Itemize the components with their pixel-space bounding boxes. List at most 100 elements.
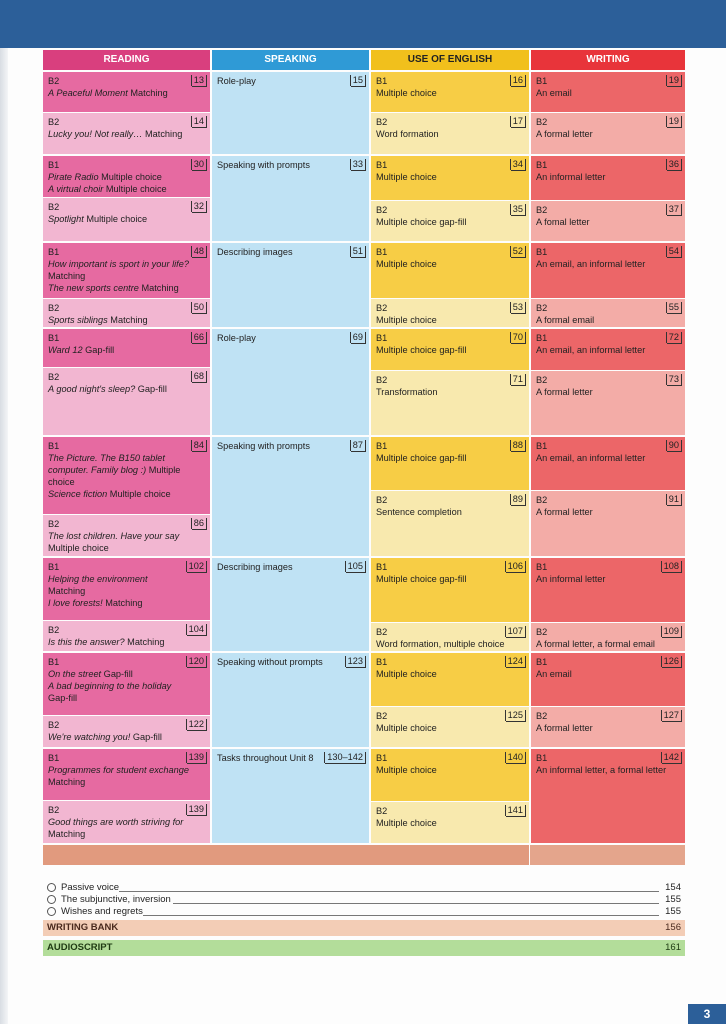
reading-cell[interactable]: B2 A good night's sleep? Gap-fill 68	[43, 368, 210, 435]
page-number-box[interactable]: 35	[509, 204, 526, 216]
reading-cell[interactable]: B2 Good things are worth striving for Matc…	[43, 801, 210, 843]
reading-cell[interactable]: B1 Programmes for student exchange Matchin…	[43, 749, 210, 800]
page-number-box[interactable]: 19	[665, 116, 682, 128]
writing-cell[interactable]: B1 An informal letter 36	[531, 156, 685, 200]
page-number-box[interactable]: 19	[665, 75, 682, 87]
speaking-cell[interactable]: Role-play 69	[212, 329, 369, 435]
use-of-english-cell[interactable]: B1 Multiple choice 124	[371, 653, 529, 706]
page-number-box[interactable]: 71	[509, 374, 526, 386]
page-number-box[interactable]: 48	[190, 246, 207, 258]
page-number-box[interactable]: 73	[665, 374, 682, 386]
grammar-item[interactable]: The subjunctive, inversion 155	[45, 894, 685, 906]
page-number-box[interactable]: 91	[665, 494, 682, 506]
use-of-english-cell[interactable]: B1 Multiple choice gap-fill 106	[371, 558, 529, 622]
page-number-box[interactable]: 130–142	[324, 752, 366, 764]
writing-cell[interactable]: B1 An email 19	[531, 72, 685, 112]
page-number-box[interactable]: 70	[509, 332, 526, 344]
use-of-english-cell[interactable]: B1 Multiple choice 140	[371, 749, 529, 801]
page-number-box[interactable]: 139	[185, 752, 207, 764]
page-number-box[interactable]: 72	[665, 332, 682, 344]
page-number-box[interactable]: 17	[509, 116, 526, 128]
page-number-box[interactable]: 13	[190, 75, 207, 87]
writing-cell[interactable]: B1 An email, an informal letter 90	[531, 437, 685, 490]
page-number-box[interactable]: 53	[509, 302, 526, 314]
page-number-box[interactable]: 51	[349, 246, 366, 258]
reading-cell[interactable]: B2 A Peaceful Moment Matching 13	[43, 72, 210, 112]
page-number-box[interactable]: 55	[665, 302, 682, 314]
reading-cell[interactable]: B1 How important is sport in your life? Ma…	[43, 243, 210, 298]
page-number-box[interactable]: 106	[504, 561, 526, 573]
speaking-cell[interactable]: Speaking with prompts 87	[212, 437, 369, 556]
page-number-box[interactable]: 125	[504, 710, 526, 722]
use-of-english-cell[interactable]: B2 Multiple choice 141	[371, 802, 529, 843]
page-number-box[interactable]: 37	[665, 204, 682, 216]
speaking-cell[interactable]: Speaking without prompts 123	[212, 653, 369, 747]
page-number-box[interactable]: 126	[660, 656, 682, 668]
reading-cell[interactable]: B2 Lucky you! Not really… Matching 14	[43, 113, 210, 154]
use-of-english-cell[interactable]: B1 Multiple choice gap-fill 70	[371, 329, 529, 370]
page-number-box[interactable]: 105	[344, 561, 366, 573]
page-number-box[interactable]: 68	[190, 371, 207, 383]
reading-cell[interactable]: B1 On the street Gap-fill A bad beginning …	[43, 653, 210, 715]
page-number-box[interactable]: 90	[665, 440, 682, 452]
speaking-cell[interactable]: Speaking with prompts 33	[212, 156, 369, 241]
writing-cell[interactable]: B1 An informal letter 108	[531, 558, 685, 622]
page-number-box[interactable]: 50	[190, 302, 207, 314]
writing-cell[interactable]: B2 A formal email 55	[531, 299, 685, 327]
writing-bank-row[interactable]: WRITING BANK 156	[43, 920, 685, 936]
writing-cell[interactable]: B2 A formal letter 127	[531, 707, 685, 747]
page-number-box[interactable]: 141	[504, 805, 526, 817]
use-of-english-cell[interactable]: B1 Multiple choice 52	[371, 243, 529, 298]
speaking-cell[interactable]: Describing images 51	[212, 243, 369, 327]
page-number-box[interactable]: 140	[504, 752, 526, 764]
reading-cell[interactable]: B1 Ward 12 Gap-fill 66	[43, 329, 210, 367]
reading-cell[interactable]: B1 Pirate Radio Multiple choice A virtual …	[43, 156, 210, 197]
page-number-box[interactable]: 123	[344, 656, 366, 668]
page-number-box[interactable]: 89	[509, 494, 526, 506]
use-of-english-cell[interactable]: B1 Multiple choice gap-fill 88	[371, 437, 529, 490]
page-number-box[interactable]: 32	[190, 201, 207, 213]
page-number-box[interactable]: 86	[190, 518, 207, 530]
page-number-box[interactable]: 15	[349, 75, 366, 87]
page-number-box[interactable]: 142	[660, 752, 682, 764]
use-of-english-cell[interactable]: B1 Multiple choice 34	[371, 156, 529, 200]
reading-cell[interactable]: B2 Sports siblings Matching 50	[43, 299, 210, 327]
reading-cell[interactable]: B1 Helping the environment Matching I love …	[43, 558, 210, 620]
page-number-box[interactable]: 108	[660, 561, 682, 573]
reading-cell[interactable]: B2 Is this the answer? Matching 104	[43, 621, 210, 651]
page-number-box[interactable]: 14	[190, 116, 207, 128]
page-number-box[interactable]: 104	[185, 624, 207, 636]
page-number-box[interactable]: 30	[190, 159, 207, 171]
writing-cell[interactable]: B2 A formal letter 91	[531, 491, 685, 556]
audioscript-row[interactable]: AUDIOSCRIPT 161	[43, 940, 685, 956]
speaking-cell[interactable]: Describing images 105	[212, 558, 369, 651]
reading-cell[interactable]: B2 We're watching you! Gap-fill 122	[43, 716, 210, 747]
reading-cell[interactable]: B2 The lost children. Have your say Multip…	[43, 515, 210, 556]
speaking-cell[interactable]: Role-play 15	[212, 72, 369, 154]
page-number-box[interactable]: 120	[185, 656, 207, 668]
grammar-item[interactable]: Wishes and regrets 155	[45, 906, 685, 918]
reading-cell[interactable]: B1 The Picture. The B150 tablet computer.…	[43, 437, 210, 514]
page-number-box[interactable]: 33	[349, 159, 366, 171]
page-number-box[interactable]: 54	[665, 246, 682, 258]
speaking-cell[interactable]: Tasks throughout Unit 8 130–142	[212, 749, 369, 843]
writing-cell[interactable]: B2 A fomal letter 37	[531, 201, 685, 241]
writing-cell[interactable]: B2 A formal letter 73	[531, 371, 685, 435]
use-of-english-cell[interactable]: B2 Word formation, multiple choice 107	[371, 623, 529, 651]
page-number-box[interactable]: 124	[504, 656, 526, 668]
use-of-english-cell[interactable]: B2 Word formation 17	[371, 113, 529, 154]
page-number-box[interactable]: 16	[509, 75, 526, 87]
use-of-english-cell[interactable]: B2 Transformation 71	[371, 371, 529, 435]
page-number-box[interactable]: 52	[509, 246, 526, 258]
page-number-box[interactable]: 87	[349, 440, 366, 452]
use-of-english-cell[interactable]: B1 Multiple choice 16	[371, 72, 529, 112]
use-of-english-cell[interactable]: B2 Multiple choice gap-fill 35	[371, 201, 529, 241]
writing-cell[interactable]: B2 A formal letter, a formal email 109	[531, 623, 685, 651]
page-number-box[interactable]: 139	[185, 804, 207, 816]
writing-cell[interactable]: B1 An email 126	[531, 653, 685, 706]
grammar-item[interactable]: Passive voice 154	[45, 882, 685, 894]
page-number-box[interactable]: 69	[349, 332, 366, 344]
page-number-box[interactable]: 107	[504, 626, 526, 638]
writing-cell[interactable]: B1 An email, an informal letter 54	[531, 243, 685, 298]
reading-cell[interactable]: B2 Spotlight Multiple choice 32	[43, 198, 210, 241]
